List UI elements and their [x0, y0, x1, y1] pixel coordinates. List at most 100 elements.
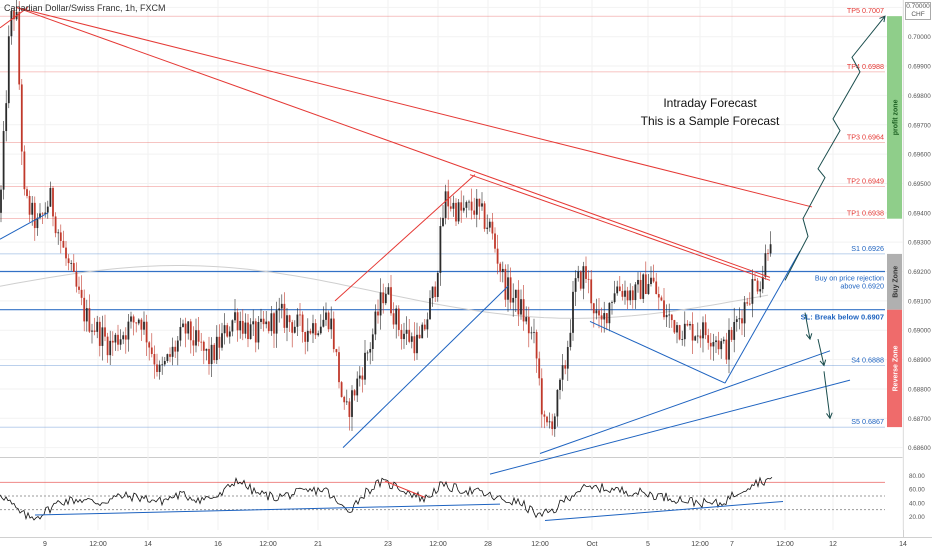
candle-body: [481, 203, 483, 207]
y-tick-label: 0.68600: [908, 445, 931, 452]
candle-body: [650, 277, 652, 285]
candle-body: [746, 302, 749, 304]
candle-body: [652, 277, 655, 282]
candle-body: [52, 187, 54, 217]
x-tick-label: 5: [646, 541, 650, 548]
candle-body: [637, 279, 639, 285]
candle-body: [585, 266, 587, 279]
candle-body: [670, 314, 673, 321]
candle-body: [171, 346, 174, 357]
candle-body: [176, 340, 179, 352]
candle-body: [699, 335, 702, 339]
x-tick-label: 14: [899, 541, 907, 548]
candle-body: [436, 272, 439, 297]
candle-body: [733, 321, 736, 340]
candle-body: [244, 322, 247, 334]
candle-body: [455, 202, 457, 222]
candle-body: [28, 195, 31, 215]
candle-body: [145, 321, 148, 343]
candle-body: [379, 292, 382, 316]
candle-body: [452, 202, 455, 209]
candle-body: [262, 318, 265, 325]
candle-body: [322, 319, 325, 327]
candle-body: [540, 378, 543, 415]
candle-body: [569, 332, 572, 348]
candle-body: [694, 336, 697, 341]
x-tick-label: 12:00: [89, 541, 107, 548]
candle-body: [496, 248, 499, 264]
candle-body: [431, 286, 434, 299]
candle-body: [408, 329, 411, 342]
candle-body: [712, 342, 715, 347]
candle-body: [23, 151, 26, 190]
candle-body: [501, 268, 504, 272]
candle-body: [403, 333, 405, 340]
candle-body: [213, 344, 216, 361]
candle-body: [202, 341, 205, 351]
candle-body: [93, 330, 96, 332]
rsi-line: [0, 476, 773, 521]
candle-body: [85, 308, 88, 322]
candle-body: [351, 390, 353, 417]
candle-body: [499, 263, 502, 272]
candle-body: [730, 329, 733, 340]
candle-body: [218, 336, 221, 348]
candle-body: [356, 378, 359, 396]
buy-zone-bar: [887, 253, 902, 310]
candle-body: [475, 198, 478, 215]
candle-body: [374, 311, 377, 335]
support-trendline-5: [539, 350, 831, 455]
reverse-zone-label: Reverse Zone: [893, 345, 900, 391]
currency-badge-price: 0.70000: [906, 3, 930, 10]
rsi-y-tick-label: 40.00: [909, 500, 925, 507]
candle-body: [564, 365, 567, 369]
level-label: TP5 0.7007: [847, 6, 884, 15]
candle-body: [278, 308, 281, 311]
candle-body: [332, 318, 335, 350]
candle-body: [535, 331, 538, 359]
candle-body: [122, 335, 125, 340]
candle-body: [221, 333, 223, 348]
candle-body: [137, 319, 140, 324]
candle-body: [512, 297, 515, 303]
candle-body: [270, 313, 273, 332]
arrow-path: [817, 338, 825, 366]
candle-body: [704, 322, 707, 336]
candle-body: [639, 279, 642, 299]
candle-body: [728, 329, 730, 360]
y-tick-label: 0.68800: [908, 386, 931, 393]
candle-body: [33, 202, 36, 229]
candle-body: [291, 322, 294, 333]
candle-body: [717, 340, 720, 350]
candle-body: [743, 302, 746, 324]
candle-body: [722, 339, 725, 342]
candle-body: [335, 349, 338, 353]
candle-body: [483, 203, 486, 229]
candle-body: [369, 348, 372, 353]
candle-body: [663, 300, 665, 318]
candle-body: [543, 414, 546, 417]
y-tick-label: 0.69600: [908, 152, 931, 159]
x-tick-label: 12:00: [429, 541, 447, 548]
candle-body: [595, 310, 598, 314]
y-tick-label: 0.68700: [908, 416, 931, 423]
candle-body: [36, 217, 39, 229]
candle-body: [657, 294, 660, 298]
candle-body: [587, 278, 590, 280]
candle-body: [442, 217, 444, 227]
level-label-2: above 0.6920: [840, 282, 884, 291]
candle-body: [707, 335, 710, 343]
annotation-subtitle: This is a Sample Forecast: [640, 114, 780, 128]
candle-body: [548, 421, 551, 423]
candle-body: [486, 227, 489, 229]
candle-body: [348, 401, 351, 417]
y-tick-label: 0.70000: [908, 34, 931, 41]
currency-badge: 0.70000 CHF: [905, 2, 931, 20]
candle-body: [78, 286, 80, 290]
candle-body: [642, 274, 645, 299]
resistance-trendline-1: [15, 6, 813, 208]
candle-body: [189, 321, 192, 341]
candle-body: [18, 11, 21, 85]
candle-body: [241, 320, 244, 334]
profit-zone-bar: [887, 16, 902, 219]
